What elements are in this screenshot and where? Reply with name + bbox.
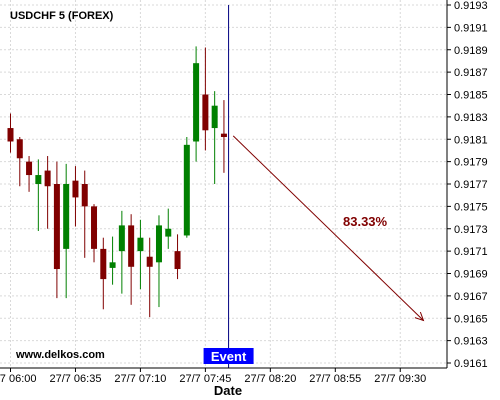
candle-body-bear (128, 225, 135, 267)
y-tick-label: 0.9165 (454, 313, 488, 325)
candle (109, 236, 116, 285)
y-tick-label: 0.9163 (454, 336, 488, 348)
projection-arrow-line (232, 135, 424, 321)
candle (16, 137, 23, 187)
y-tick-label: 0.9173 (454, 224, 488, 236)
y-tick-label: 0.9177 (454, 179, 488, 191)
candle (63, 163, 70, 299)
projection-arrow-head (414, 311, 425, 322)
y-tick-label: 0.9171 (454, 246, 488, 258)
event-marker-box (203, 348, 254, 364)
candle (53, 161, 60, 299)
projection-percent-label: 83.33% (343, 214, 388, 229)
candle-body-bull (183, 144, 190, 236)
candle-body-bear (91, 206, 98, 249)
candle (137, 219, 144, 290)
x-tick-label: 27/7 07:10 (114, 373, 166, 385)
candle (44, 156, 51, 229)
candle (220, 100, 227, 173)
candle (202, 47, 209, 151)
x-axis-label: Date (214, 383, 242, 398)
candle-body-bear (53, 184, 60, 270)
candle-body-bear (26, 161, 33, 176)
y-axis-ticks: 0.9161 0.9163 0.9165 0.9167 0.9169 0.9171 0.91… (447, 0, 488, 370)
candle-body-bear (146, 256, 153, 267)
projection (232, 135, 425, 322)
y-tick-label: 0.9169 (454, 269, 488, 281)
y-tick-label: 0.9185 (454, 90, 488, 102)
candle (81, 170, 88, 258)
y-tick-label: 0.9191 (454, 22, 488, 34)
candle-body-bear (202, 94, 209, 131)
y-tick-label: 0.9175 (454, 201, 488, 213)
watermark: www.delkos.com (15, 349, 105, 361)
y-tick-label: 0.9183 (454, 112, 488, 124)
candle-body-bear (72, 180, 79, 198)
candle-body-bull (211, 105, 218, 129)
candle-body-bull (63, 184, 70, 249)
y-tick-label: 0.9187 (454, 67, 488, 79)
y-tick-label: 0.9161 (454, 358, 488, 370)
candle-body-bear (100, 248, 107, 280)
candle (165, 208, 172, 249)
candle-body-bear (220, 133, 227, 138)
candle-body-bear (7, 128, 14, 142)
chart-title: USDCHF 5 (FOREX) (10, 10, 114, 22)
x-tick-label: 27/7 08:20 (244, 373, 296, 385)
x-tick-label: 27/7 08:55 (309, 373, 361, 385)
candle (146, 237, 153, 318)
x-tick-label: 27/7 09:30 (374, 373, 426, 385)
candle-body-bull (35, 175, 42, 184)
x-tick-label: 27/7 06:35 (49, 373, 101, 385)
x-tick-label: 27/7 06:00 (0, 373, 37, 385)
grid (0, 0, 447, 368)
y-tick-label: 0.9189 (454, 45, 488, 57)
candles (7, 46, 227, 318)
candle (100, 237, 107, 310)
candle-body-bear (174, 251, 181, 270)
candle (7, 113, 14, 153)
candle-body-bull (193, 63, 200, 142)
candle-body-bull (155, 225, 162, 263)
candle (211, 91, 218, 184)
candle-body-bull (165, 228, 172, 237)
y-tick-label: 0.9181 (454, 134, 488, 146)
event-marker-label: Event (211, 349, 247, 364)
candle (155, 215, 162, 308)
y-tick-label: 0.9167 (454, 291, 488, 303)
candle-body-bear (16, 139, 23, 159)
candle (72, 166, 79, 227)
candle (26, 156, 33, 192)
candle (118, 210, 125, 294)
x-axis-ticks: 27/7 06:00 27/7 06:35 27/7 07:10 27/7 07:45… (0, 368, 426, 385)
candle (91, 204, 98, 263)
candle (174, 234, 181, 280)
x-tick-label: 27/7 07:45 (179, 373, 231, 385)
candle (35, 159, 42, 231)
y-tick-label: 0.9193 (454, 0, 488, 12)
candle (128, 214, 135, 305)
candle-body-bull (109, 262, 116, 268)
candle (193, 46, 200, 162)
candle (183, 137, 190, 238)
candle-body-bull (118, 225, 125, 252)
candle-body-bull (137, 237, 144, 252)
candle-body-bear (44, 170, 51, 187)
y-tick-label: 0.9179 (454, 157, 488, 169)
candle-body-bear (81, 184, 88, 207)
